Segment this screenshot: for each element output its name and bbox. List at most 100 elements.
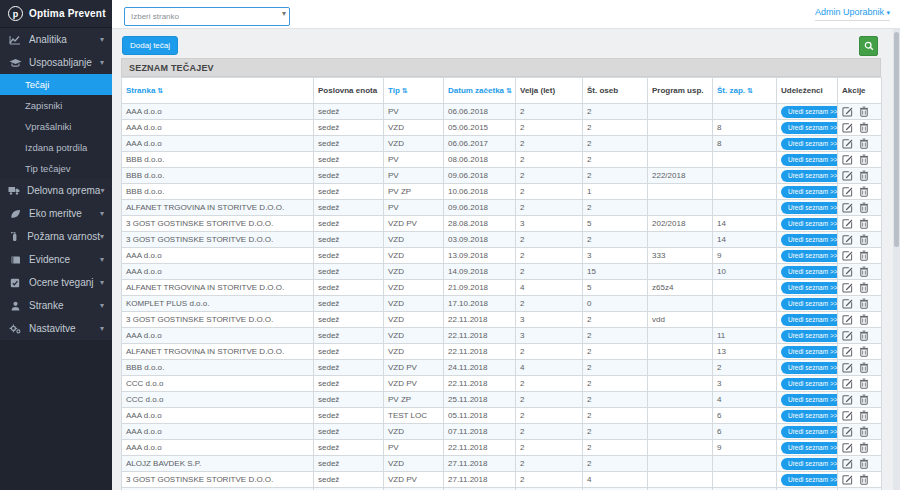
edit-icon[interactable] xyxy=(842,362,853,373)
edit-list-button[interactable]: Uredi seznam >> xyxy=(781,202,838,214)
edit-icon[interactable] xyxy=(842,154,853,165)
trash-icon[interactable] xyxy=(859,346,869,357)
sidebar-subitem-izdana-potrdila[interactable]: Izdana potrdila xyxy=(0,137,112,158)
cell-velja: 2 xyxy=(516,440,583,456)
trash-icon[interactable] xyxy=(859,362,869,373)
cell-zap: 6 xyxy=(713,408,777,424)
trash-icon[interactable] xyxy=(859,170,869,181)
edit-icon[interactable] xyxy=(842,330,853,341)
edit-list-button[interactable]: Uredi seznam >> xyxy=(781,298,838,310)
edit-list-button[interactable]: Uredi seznam >> xyxy=(781,186,838,198)
edit-list-button[interactable]: Uredi seznam >> xyxy=(781,314,838,326)
trash-icon[interactable] xyxy=(859,314,869,325)
edit-list-button[interactable]: Uredi seznam >> xyxy=(781,394,838,406)
edit-list-button[interactable]: Uredi seznam >> xyxy=(781,346,838,358)
edit-icon[interactable] xyxy=(842,138,853,149)
sidebar-subitem-tecaji[interactable]: Tečaji xyxy=(0,74,112,95)
trash-icon[interactable] xyxy=(859,474,869,485)
trash-icon[interactable] xyxy=(859,378,869,389)
trash-icon[interactable] xyxy=(859,426,869,437)
column-header-stranka[interactable]: Stranka ⇅ xyxy=(122,78,314,104)
edit-list-button[interactable]: Uredi seznam >> xyxy=(781,282,838,294)
edit-icon[interactable] xyxy=(842,266,853,277)
trash-icon[interactable] xyxy=(859,442,869,453)
trash-icon[interactable] xyxy=(859,234,869,245)
trash-icon[interactable] xyxy=(859,250,869,261)
trash-icon[interactable] xyxy=(859,298,869,309)
trash-icon[interactable] xyxy=(859,330,869,341)
sidebar-item-nastavitve[interactable]: Nastavitve▾ xyxy=(0,317,112,340)
edit-list-button[interactable]: Uredi seznam >> xyxy=(781,234,838,246)
edit-list-button[interactable]: Uredi seznam >> xyxy=(781,266,838,278)
column-header-datum-zacetka[interactable]: Datum začetka ⇅ xyxy=(444,78,516,104)
edit-icon[interactable] xyxy=(842,458,853,469)
trash-icon[interactable] xyxy=(859,154,869,165)
sidebar-item-usposabljanje[interactable]: Usposabljanje▾ xyxy=(0,51,112,74)
trash-icon[interactable] xyxy=(859,410,869,421)
trash-icon[interactable] xyxy=(859,458,869,469)
trash-icon[interactable] xyxy=(859,218,869,229)
edit-icon[interactable] xyxy=(842,426,853,437)
edit-list-button[interactable]: Uredi seznam >> xyxy=(781,410,838,422)
trash-icon[interactable] xyxy=(859,394,869,405)
chart-line-icon xyxy=(8,35,22,45)
sidebar-item-pozarna-varnost[interactable]: Požarna varnost▾ xyxy=(0,225,112,248)
trash-icon[interactable] xyxy=(859,106,869,117)
sidebar-subitem-vprasalniki[interactable]: Vprašalniki xyxy=(0,116,112,137)
edit-list-button[interactable]: Uredi seznam >> xyxy=(781,138,838,150)
sidebar-item-ocene-tveganj[interactable]: Ocene tveganj▾ xyxy=(0,271,112,294)
edit-list-button[interactable]: Uredi seznam >> xyxy=(781,474,838,486)
trash-icon[interactable] xyxy=(859,266,869,277)
edit-icon[interactable] xyxy=(842,202,853,213)
edit-list-button[interactable]: Uredi seznam >> xyxy=(781,330,838,342)
edit-list-button[interactable]: Uredi seznam >> xyxy=(781,154,838,166)
edit-list-button[interactable]: Uredi seznam >> xyxy=(781,122,838,134)
edit-icon[interactable] xyxy=(842,378,853,389)
edit-icon[interactable] xyxy=(842,186,853,197)
cell-tip: VZD xyxy=(384,136,444,152)
add-course-button[interactable]: Dodaj tečaj xyxy=(122,36,178,55)
sidebar-item-delovna-oprema[interactable]: Delovna oprema▾ xyxy=(0,179,112,202)
edit-icon[interactable] xyxy=(842,250,853,261)
edit-list-button[interactable]: Uredi seznam >> xyxy=(781,170,838,182)
edit-icon[interactable] xyxy=(842,474,853,485)
sidebar-item-evidence[interactable]: Evidence▾ xyxy=(0,248,112,271)
edit-list-button[interactable]: Uredi seznam >> xyxy=(781,442,838,454)
edit-icon[interactable] xyxy=(842,282,853,293)
edit-icon[interactable] xyxy=(842,298,853,309)
trash-icon[interactable] xyxy=(859,122,869,133)
edit-list-button[interactable]: Uredi seznam >> xyxy=(781,250,838,262)
edit-list-button[interactable]: Uredi seznam >> xyxy=(781,378,838,390)
trash-icon[interactable] xyxy=(859,202,869,213)
sidebar-item-eko-meritve[interactable]: Eko meritve▾ xyxy=(0,202,112,225)
edit-icon[interactable] xyxy=(842,346,853,357)
sidebar-subitem-zapisniki[interactable]: Zapisniki xyxy=(0,95,112,116)
edit-icon[interactable] xyxy=(842,394,853,405)
edit-icon[interactable] xyxy=(842,170,853,181)
trash-icon[interactable] xyxy=(859,186,869,197)
sidebar-item-stranke[interactable]: Stranke▾ xyxy=(0,294,112,317)
user-menu[interactable]: Admin Uporabnik ▾ xyxy=(815,7,890,21)
edit-list-button[interactable]: Uredi seznam >> xyxy=(781,458,838,470)
sidebar-item-analitika[interactable]: Analitika▾ xyxy=(0,28,112,51)
edit-icon[interactable] xyxy=(842,442,853,453)
edit-list-button[interactable]: Uredi seznam >> xyxy=(781,218,838,230)
edit-icon[interactable] xyxy=(842,122,853,133)
edit-list-button[interactable]: Uredi seznam >> xyxy=(781,362,838,374)
column-header-tip[interactable]: Tip ⇅ xyxy=(384,78,444,104)
sidebar-subitem-tip-tecajev[interactable]: Tip tečajev xyxy=(0,158,112,179)
edit-list-button[interactable]: Uredi seznam >> xyxy=(781,106,838,118)
edit-icon[interactable] xyxy=(842,234,853,245)
scrollbar-thumb[interactable] xyxy=(894,32,899,247)
search-button[interactable] xyxy=(859,36,878,56)
edit-icon[interactable] xyxy=(842,218,853,229)
edit-icon[interactable] xyxy=(842,410,853,421)
edit-icon[interactable] xyxy=(842,314,853,325)
client-select[interactable]: Izberi stranko xyxy=(124,7,290,26)
edit-list-button[interactable]: Uredi seznam >> xyxy=(781,426,838,438)
trash-icon[interactable] xyxy=(859,138,869,149)
edit-icon[interactable] xyxy=(842,106,853,117)
trash-icon[interactable] xyxy=(859,282,869,293)
vertical-scrollbar[interactable] xyxy=(893,29,900,490)
column-header-st-zap[interactable]: Št. zap. ⇅ xyxy=(713,78,777,104)
